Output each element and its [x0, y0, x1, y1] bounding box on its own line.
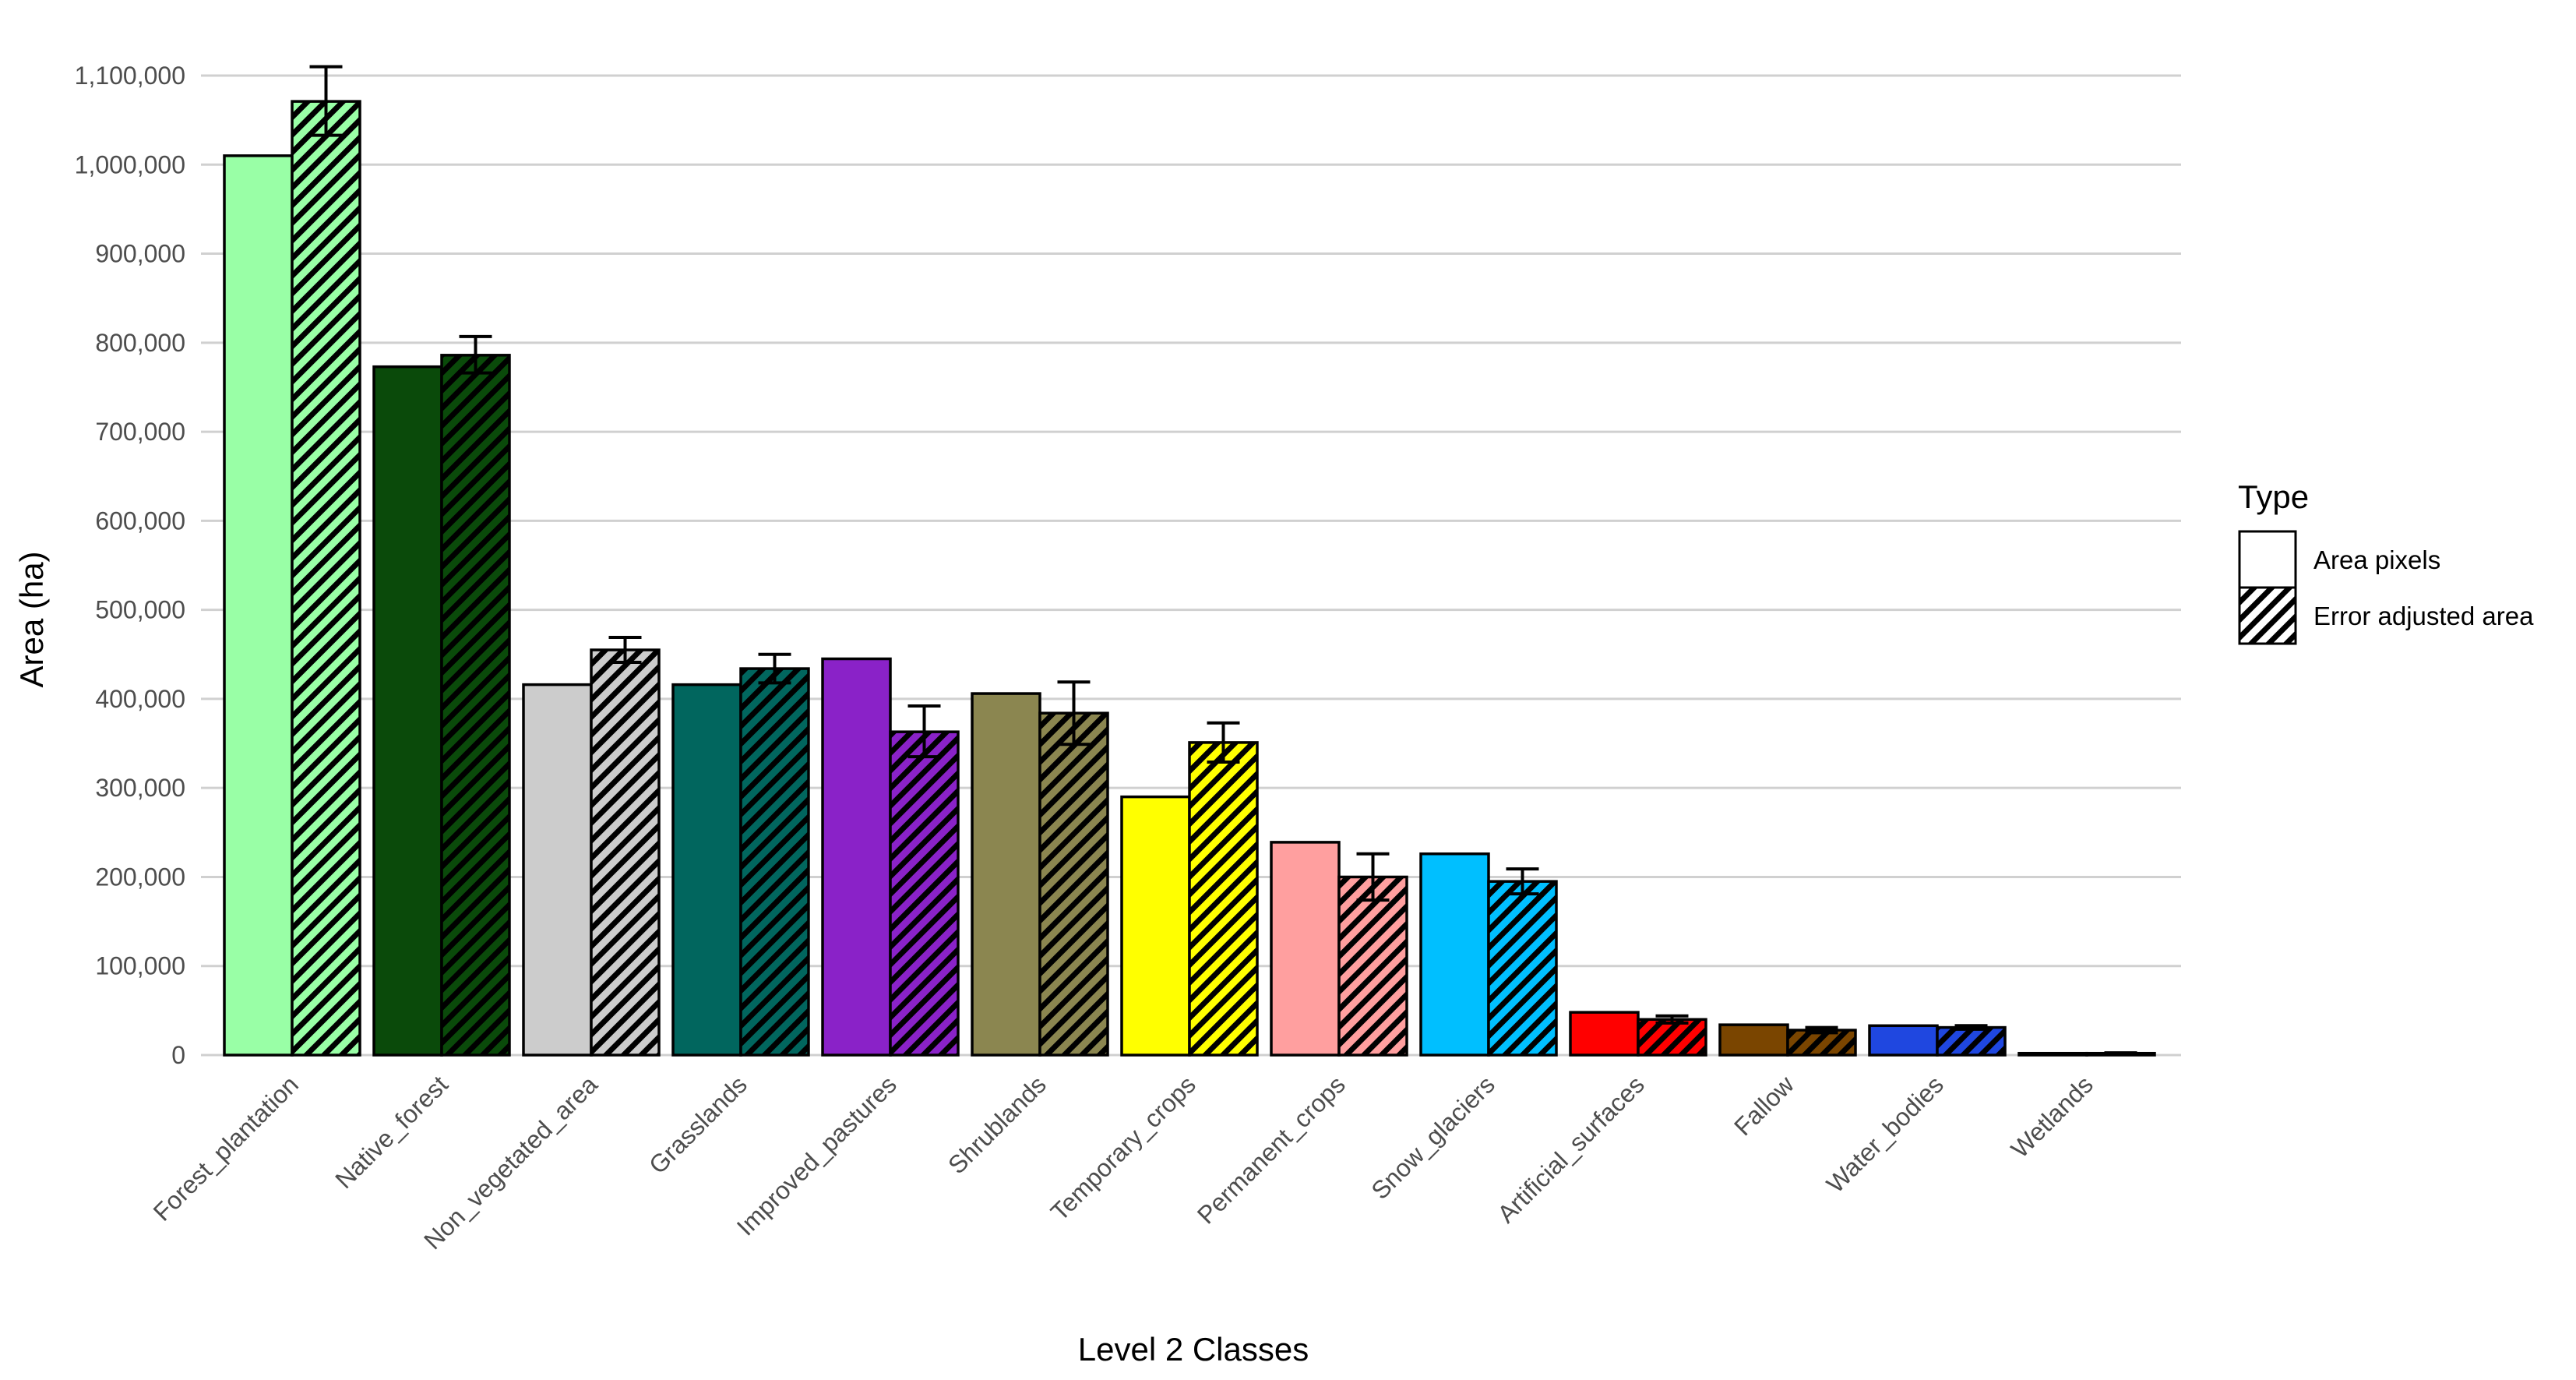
- legend-label-area-pixels: Area pixels: [2313, 545, 2440, 574]
- error-bars: [309, 65, 2137, 1056]
- bar-hatch: [739, 667, 810, 1057]
- x-tick-label: Forest_plantation: [148, 1070, 304, 1226]
- x-tick-label: Permanent_crops: [1192, 1070, 1351, 1229]
- legend: Type Area pixels Error adjusted area: [2238, 478, 2534, 645]
- error-bar: [608, 636, 642, 665]
- y-tick-label: 1,100,000: [75, 62, 185, 90]
- error-bar: [1356, 852, 1390, 902]
- x-tick-label: Non_vegetated_area: [418, 1070, 603, 1255]
- x-tick-label: Artificial_surfaces: [1492, 1070, 1650, 1228]
- error-bar: [1805, 1025, 1838, 1035]
- y-tick-label: 300,000: [95, 774, 185, 802]
- error-bar: [1057, 680, 1091, 746]
- x-tick-label: Native_forest: [329, 1070, 453, 1194]
- bar-hatch: [291, 100, 361, 1057]
- error-bar: [758, 652, 791, 685]
- bar-hatch: [440, 354, 511, 1057]
- x-tick-label: Wetlands: [2006, 1070, 2099, 1163]
- bars: [223, 100, 2156, 1057]
- x-tick-label: Snow_glaciers: [1366, 1070, 1500, 1205]
- bar-area-pixels: [671, 683, 742, 1057]
- x-axis-ticks: Forest_plantation Native_forestNon_vegeta…: [148, 1070, 2099, 1255]
- y-tick-label: 500,000: [95, 596, 185, 624]
- error-bar: [907, 704, 941, 759]
- legend-label-error-adjusted-area: Error adjusted area: [2313, 602, 2534, 630]
- bar-area-pixels: [1868, 1024, 1939, 1057]
- bar-area-pixels: [1270, 841, 1341, 1057]
- error-bar: [2104, 1051, 2137, 1056]
- y-tick-label: 700,000: [95, 418, 185, 446]
- x-tick-label: Water_bodies: [1821, 1070, 1949, 1198]
- bar-hatch: [590, 648, 661, 1057]
- bar-hatch: [1637, 1018, 1707, 1057]
- bar-hatch: [1038, 711, 1109, 1057]
- legend-title: Type: [2238, 478, 2309, 515]
- bar-area-pixels: [2017, 1051, 2088, 1057]
- bar-area-pixels: [522, 683, 593, 1057]
- y-tick-label: 800,000: [95, 329, 185, 357]
- x-axis-title: Level 2 Classes: [1078, 1331, 1309, 1368]
- y-axis-title: Area (ha): [13, 551, 50, 687]
- x-tick-label: Temporary_crops: [1045, 1070, 1201, 1226]
- bar-hatch: [1936, 1025, 2007, 1057]
- y-tick-label: 1,000,000: [75, 150, 185, 178]
- y-tick-label: 600,000: [95, 506, 185, 535]
- bar-area-pixels: [1569, 1011, 1640, 1057]
- x-tick-label: Shrublands: [943, 1070, 1052, 1179]
- y-tick-label: 900,000: [95, 240, 185, 268]
- x-tick-label: Fallow: [1728, 1070, 1799, 1141]
- y-tick-label: 400,000: [95, 685, 185, 713]
- legend-key-area-pixels: [2238, 530, 2297, 589]
- y-tick-label: 100,000: [95, 952, 185, 980]
- error-bar: [1207, 721, 1240, 764]
- error-bar: [1655, 1014, 1689, 1025]
- bar-area-pixels: [1718, 1023, 1789, 1057]
- y-axis-ticks: 0 100,000 200,000 300,000 400,000 500,000 600,…: [75, 62, 185, 1069]
- error-bar: [309, 65, 343, 137]
- error-bar: [1954, 1024, 1988, 1031]
- bar-area-pixels: [971, 692, 1041, 1057]
- x-tick-label: Grasslands: [643, 1070, 752, 1179]
- y-tick-label: 200,000: [95, 863, 185, 891]
- bar-area-pixels: [1120, 795, 1191, 1057]
- legend-key-hatch: [2238, 586, 2297, 645]
- bar-hatch: [1487, 880, 1558, 1057]
- bar-hatch: [1337, 875, 1408, 1057]
- error-bar: [459, 334, 492, 375]
- bar-area-pixels: [372, 365, 443, 1057]
- error-bar: [1506, 867, 1539, 896]
- bar-area-pixels: [821, 657, 892, 1057]
- bar-hatch: [889, 730, 960, 1057]
- y-tick-label: 0: [171, 1041, 185, 1069]
- bar-area-pixels: [1419, 852, 1490, 1057]
- bar-area-pixels: [223, 154, 294, 1057]
- x-tick-label: Improved_pastures: [731, 1070, 902, 1241]
- bar-hatch: [1188, 741, 1259, 1057]
